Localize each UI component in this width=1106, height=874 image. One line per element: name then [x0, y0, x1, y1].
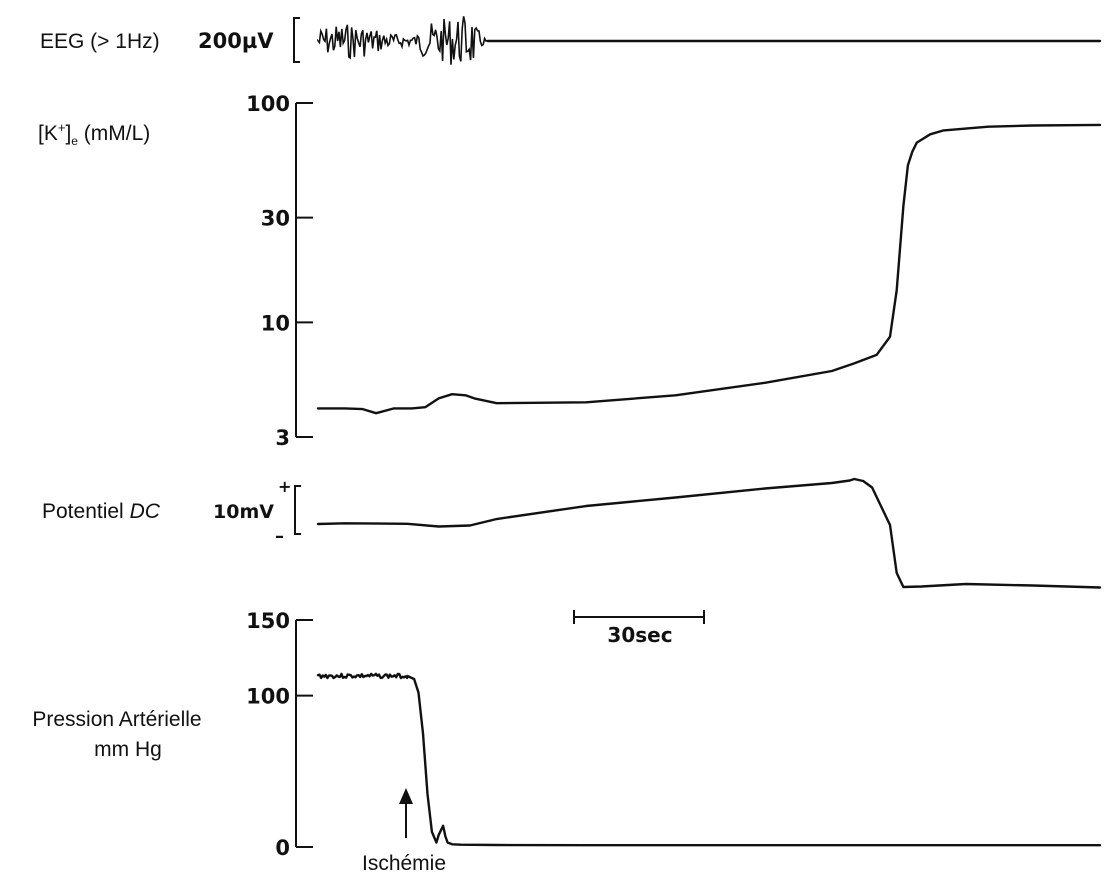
potassium-tick-label-3: 3 — [275, 426, 290, 450]
pressure-label-line2: mm Hg — [94, 738, 162, 761]
dc-scale-label: 10mV — [213, 501, 274, 523]
potassium-tick-label-100: 100 — [246, 92, 290, 116]
eeg-scale-bracket — [293, 17, 300, 63]
dc-scale-bracket — [294, 485, 301, 535]
pressure-trace — [316, 672, 1102, 847]
dc-minus-sign: – — [275, 526, 284, 547]
potassium-tick-label-10: 10 — [261, 311, 290, 335]
potassium-y-ticks: 100 30 10 3 — [246, 92, 313, 450]
dc-plus-sign: + — [278, 477, 291, 496]
time-scale-label: 30sec — [607, 623, 672, 647]
eeg-panel: EEG (> 1Hz) 200µV — [40, 16, 1102, 65]
ischemia-annotation: Ischémie — [362, 788, 446, 874]
pressure-label-line1: Pression Artérielle — [32, 708, 201, 731]
time-scale-line — [573, 610, 705, 624]
pressure-tick-label-100: 100 — [246, 685, 290, 709]
pressure-y-ticks: 150 100 0 — [246, 609, 313, 860]
ischemia-label: Ischémie — [362, 852, 446, 874]
potassium-panel: [K+]e (mM/L) 100 30 10 3 — [38, 92, 1102, 450]
eeg-scale-label: 200µV — [198, 29, 274, 53]
time-scale-bar: 30sec — [573, 610, 705, 647]
potassium-tick-label-30: 30 — [261, 207, 290, 231]
ischemia-arrow-icon — [399, 788, 413, 804]
pressure-tick-label-0: 0 — [275, 836, 290, 860]
eeg-active-trace — [317, 16, 488, 65]
pressure-panel: Pression Artérielle mm Hg 150 100 0 Ischém… — [32, 609, 1102, 874]
dc-potential-trace — [316, 477, 1102, 589]
potassium-trace — [316, 123, 1102, 415]
eeg-label: EEG (> 1Hz) — [40, 30, 160, 53]
potassium-axis-label: [K+]e (mM/L) — [38, 120, 150, 148]
dc-potential-panel: Potentiel DC 10mV + – — [42, 477, 1102, 589]
pressure-tick-label-150: 150 — [246, 609, 290, 633]
dc-potential-label: Potentiel DC — [42, 500, 161, 523]
